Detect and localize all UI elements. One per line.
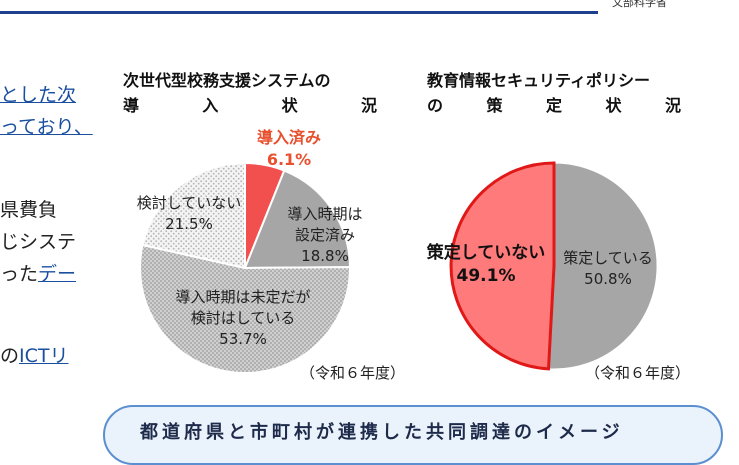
chart2-title-char: 策 <box>486 96 503 115</box>
body-text-line-5: ったデー <box>0 259 76 286</box>
chart2-title-char: 状 <box>605 96 622 115</box>
chart2-title-line1: 教育情報セキュリティポリシー <box>427 71 651 90</box>
banner-title: 都道府県と市町村が連携した共同調達のイメージ <box>140 422 624 443</box>
chart2-year: （令和６年度） <box>585 364 691 382</box>
body-text-line-6-link[interactable]: ICTリ <box>19 345 69 367</box>
chart1-title-char: 導 <box>123 96 140 115</box>
chart1-label-set: 導入時期は 設定済み 18.8% <box>270 204 380 267</box>
pie-chart-2 <box>449 161 658 371</box>
body-text-line-6-plain: の <box>0 345 20 367</box>
chart2-label-done-line: 策定している <box>563 249 653 267</box>
chart1-label-undecided: 導入時期は未定だが 検討はしている 53.7% <box>158 287 328 350</box>
body-text-line-5-plain: った <box>0 263 39 285</box>
chart1-label-introduced: 導入済み <box>256 128 321 147</box>
pie-slice <box>547 162 658 370</box>
chart2-label-done-pct: 50.8% <box>584 270 632 288</box>
chart1-label-undecided-line: 導入時期は未定だが <box>175 288 311 306</box>
chart1-label-set-line: 導入時期は <box>287 205 363 223</box>
chart1-label-undecided-line: 検討はしている <box>190 309 296 327</box>
pie-slice <box>449 161 556 371</box>
chart1-label-undecided-pct: 53.7% <box>219 330 267 348</box>
chart1-title-char: 状 <box>281 96 298 115</box>
header-rule <box>0 11 598 14</box>
chart2-title-char: 況 <box>664 96 681 115</box>
chart2-label-done: 策定している 50.8% <box>560 248 656 290</box>
chart1-label-not-line: 検討していない <box>136 194 242 212</box>
chart2-title-line2: の 策 定 状 況 <box>427 92 681 116</box>
chart1-title-line1: 次世代型校務支援システムの <box>123 71 331 90</box>
body-text-line-5-link[interactable]: デー <box>38 263 77 285</box>
pie-slice <box>243 169 352 270</box>
chart1-title-char: 入 <box>202 96 219 115</box>
ministry-name: 文部科学省 <box>612 0 667 9</box>
chart1-title-char: 況 <box>360 96 377 115</box>
body-text-line-4: じシステ <box>0 231 77 253</box>
pie-slice <box>139 243 352 374</box>
chart2-title-char: 定 <box>545 96 562 115</box>
chart1-year: （令和６年度） <box>300 364 406 382</box>
body-text-line-2[interactable]: っており、 <box>0 116 93 138</box>
body-text-line-6: のICTリ <box>0 341 69 368</box>
chart1-label-set-pct: 18.8% <box>301 247 349 265</box>
body-text-line-1[interactable]: とした次 <box>0 84 77 106</box>
chart2-label-not-pct: 49.1% <box>456 266 516 286</box>
chart1-label-set-line: 設定済み <box>294 226 355 244</box>
chart1-title-line2: 導 入 状 況 <box>123 92 377 116</box>
pie-charts-canvas <box>139 161 658 374</box>
chart1-label-not: 検討していない 21.5% <box>128 193 250 235</box>
chart1-label-not-pct: 21.5% <box>165 215 213 233</box>
body-text-line-3: 県費負 <box>0 199 58 221</box>
chart2-label-not: 策定していない <box>426 243 546 263</box>
pie-slice <box>141 161 246 270</box>
chart1-label-introduced-pct: 6.1% <box>266 150 312 169</box>
chart2-title-char: の <box>427 96 444 115</box>
pie-chart-1 <box>139 161 352 374</box>
